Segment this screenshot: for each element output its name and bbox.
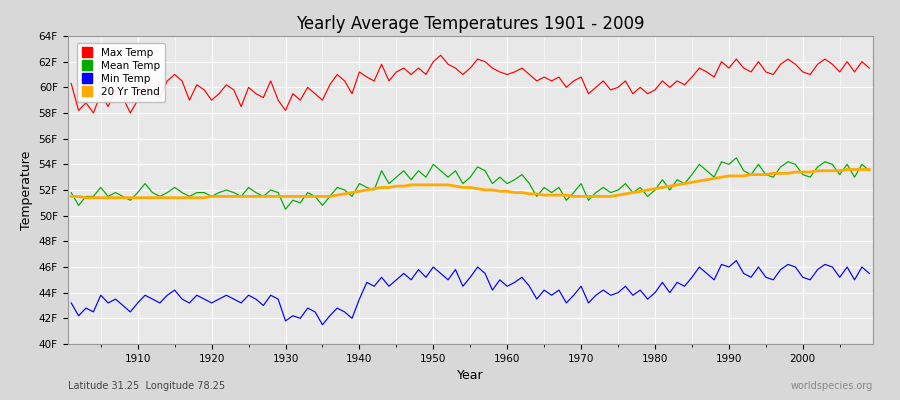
Legend: Max Temp, Mean Temp, Min Temp, 20 Yr Trend: Max Temp, Mean Temp, Min Temp, 20 Yr Tre… [76,43,165,102]
Y-axis label: Temperature: Temperature [20,150,33,230]
Text: Latitude 31.25  Longitude 78.25: Latitude 31.25 Longitude 78.25 [68,381,225,391]
Text: worldspecies.org: worldspecies.org [791,381,873,391]
X-axis label: Year: Year [457,369,483,382]
Title: Yearly Average Temperatures 1901 - 2009: Yearly Average Temperatures 1901 - 2009 [296,15,644,33]
